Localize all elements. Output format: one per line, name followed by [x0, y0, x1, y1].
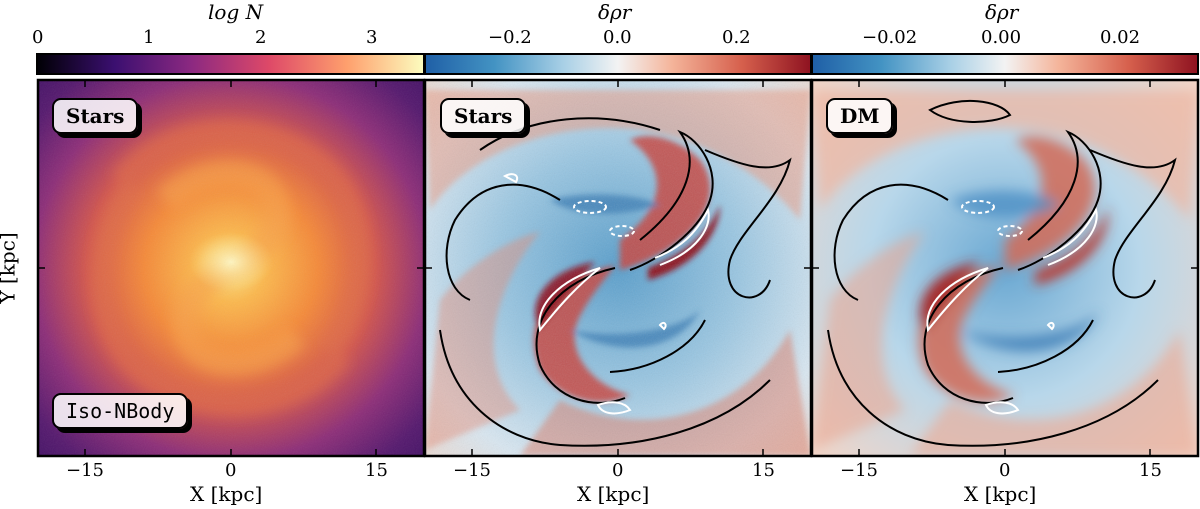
p1-xlabel: X [kpc] [190, 482, 263, 506]
p1-xtick-2: 15 [365, 460, 388, 481]
colorbar-2-label: δρr [598, 0, 632, 24]
colorbar-log-n [36, 53, 425, 75]
p1-xtick-0: −15 [66, 460, 104, 481]
cb2-tick-0: −0.2 [488, 27, 532, 48]
p2-xtick-0: −15 [453, 460, 491, 481]
p2-xtick-1: 0 [612, 460, 624, 481]
cb2-tick-1: 0.0 [603, 27, 632, 48]
p3-xlabel: X [kpc] [964, 482, 1037, 506]
cb3-tick-0: −0.02 [862, 27, 918, 48]
colorbar-3-label: δρr [985, 0, 1019, 24]
p1-xtick-1: 0 [225, 460, 237, 481]
zero-contours [439, 117, 792, 447]
colorbar-1-label: log N [208, 0, 264, 24]
p2-xlabel: X [kpc] [577, 482, 650, 506]
cb3-tick-2: 0.02 [1100, 27, 1141, 48]
p3-xtick-1: 0 [999, 460, 1011, 481]
cb1-tick-2: 2 [255, 27, 267, 48]
cb3-tick-1: 0.00 [981, 27, 1022, 48]
tag-stars-1: Stars [52, 98, 139, 134]
tag-iso-nbody: Iso-NBody [52, 393, 189, 429]
level-contours [502, 173, 710, 415]
panel-stars-residual [425, 80, 811, 456]
tag-stars-2: Stars [440, 98, 527, 134]
p3-xtick-2: 15 [1139, 460, 1162, 481]
cb1-tick-0: 0 [32, 27, 44, 48]
residual-noise [425, 80, 811, 456]
cb1-tick-1: 1 [143, 27, 155, 48]
p3-xtick-0: −15 [840, 460, 878, 481]
colorbar-stars-residual [424, 53, 812, 75]
ylabel: Y [kpc] [0, 232, 20, 303]
cb1-tick-3: 3 [366, 27, 378, 48]
axis-ticks [38, 80, 1198, 456]
panel-dm-residual [812, 80, 1198, 456]
colorbar-dm-residual [811, 53, 1199, 75]
p2-xtick-2: 15 [752, 460, 775, 481]
dm-level-contours [926, 200, 1098, 415]
dm-zero-contours [827, 99, 1177, 447]
cb2-tick-2: 0.2 [722, 27, 751, 48]
tag-dm: DM [826, 98, 894, 134]
